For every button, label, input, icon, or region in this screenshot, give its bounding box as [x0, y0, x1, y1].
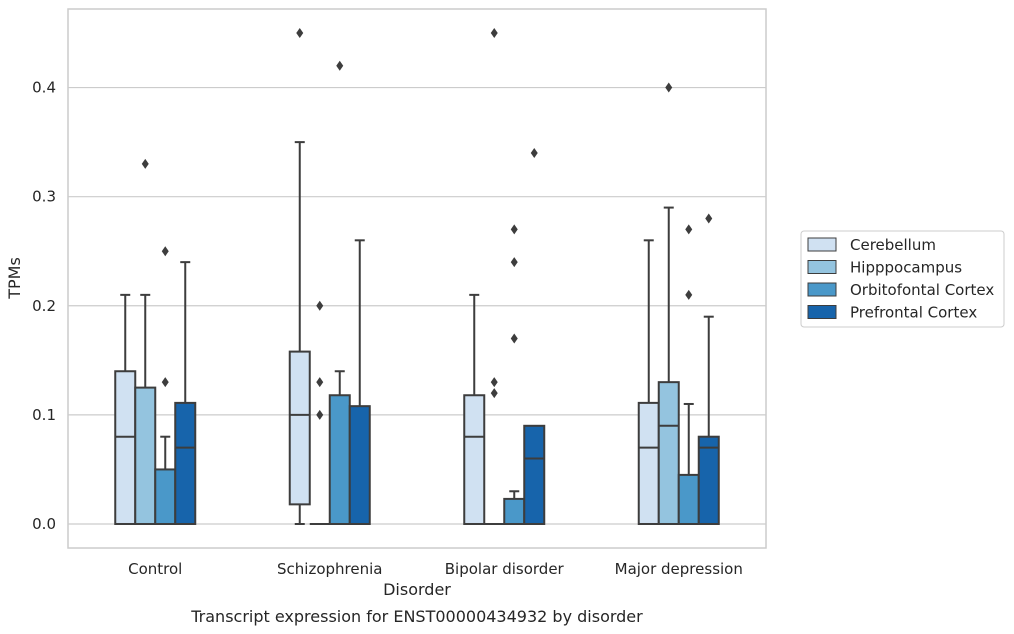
box: [134, 386, 157, 525]
y-tick-label: 0.4: [32, 79, 56, 97]
box: [657, 381, 680, 525]
y-tick-label: 0.0: [32, 515, 56, 533]
y-tick-label: 0.3: [32, 188, 56, 206]
outlier-point: [490, 377, 498, 388]
legend-swatch: [807, 237, 837, 252]
legend-swatch: [807, 305, 837, 319]
box: [174, 401, 197, 525]
outlier-point: [510, 257, 518, 268]
y-tick-labels: 0.0 0.1 0.2 0.3 0.4: [32, 79, 56, 533]
outlier-point: [490, 28, 498, 39]
outlier-point: [510, 333, 518, 344]
y-axis-title: TPMs: [5, 257, 24, 300]
box-group: [348, 239, 371, 525]
outlier-point: [141, 158, 149, 169]
outlier-point: [161, 246, 169, 257]
legend-frame: [800, 230, 1005, 328]
legend-swatch: [807, 282, 837, 297]
outlier-point: [316, 409, 324, 420]
outlier-point: [530, 148, 538, 159]
outlier-point: [705, 213, 713, 224]
outlier-point: [665, 82, 673, 93]
legend-label: Hipppocampus: [850, 259, 962, 277]
outlier-point: [490, 388, 498, 399]
x-tick-labels: Control Schizophrenia Bipolar disorder Majo…: [128, 560, 743, 578]
box-group: [523, 148, 546, 525]
y-tick-label: 0.2: [32, 297, 56, 315]
x-axis-title: Disorder: [383, 580, 451, 599]
box-group: [697, 213, 720, 525]
plot-frame: [67, 8, 767, 549]
box: [288, 350, 311, 506]
box: [697, 435, 720, 525]
box-group: [657, 82, 680, 525]
box: [637, 401, 660, 525]
box: [114, 370, 137, 525]
box-group: [154, 246, 177, 525]
box: [503, 497, 526, 525]
legend-label: Prefrontal Cortex: [850, 304, 977, 322]
box-group: [637, 239, 660, 525]
outlier-point: [316, 377, 324, 388]
box-group: [288, 28, 311, 525]
chart-caption: Transcript expression for ENST0000043493…: [190, 607, 643, 626]
y-tick-label: 0.1: [32, 406, 56, 424]
box: [328, 394, 351, 525]
x-tick-label: Control: [128, 560, 182, 578]
box: [154, 468, 177, 525]
outlier-point: [685, 224, 693, 235]
legend: Cerebellum Hipppocampus Orbitofontal Corte…: [800, 230, 1005, 328]
outlier-point: [296, 28, 304, 39]
box-group: [174, 261, 197, 525]
box-group: [328, 60, 351, 525]
legend-swatch: [807, 260, 837, 274]
box-group: [484, 28, 505, 525]
box: [463, 394, 486, 525]
box-group: [463, 293, 486, 525]
legend-label: Orbitofontal Cortex: [850, 281, 994, 299]
x-tick-label: Schizophrenia: [277, 560, 382, 578]
x-tick-label: Bipolar disorder: [445, 560, 565, 578]
outlier-point: [510, 224, 518, 235]
outlier-point: [336, 60, 344, 71]
box: [348, 405, 371, 525]
boxes: [114, 28, 720, 525]
outlier-point: [161, 377, 169, 388]
box-group: [114, 293, 137, 525]
box-group: [309, 300, 330, 525]
legend-label: Cerebellum: [850, 236, 936, 254]
outlier-point: [685, 289, 693, 300]
box-group: [134, 158, 157, 525]
box: [677, 473, 700, 525]
box: [523, 424, 546, 525]
outlier-point: [316, 300, 324, 311]
x-tick-label: Major depression: [615, 560, 743, 578]
